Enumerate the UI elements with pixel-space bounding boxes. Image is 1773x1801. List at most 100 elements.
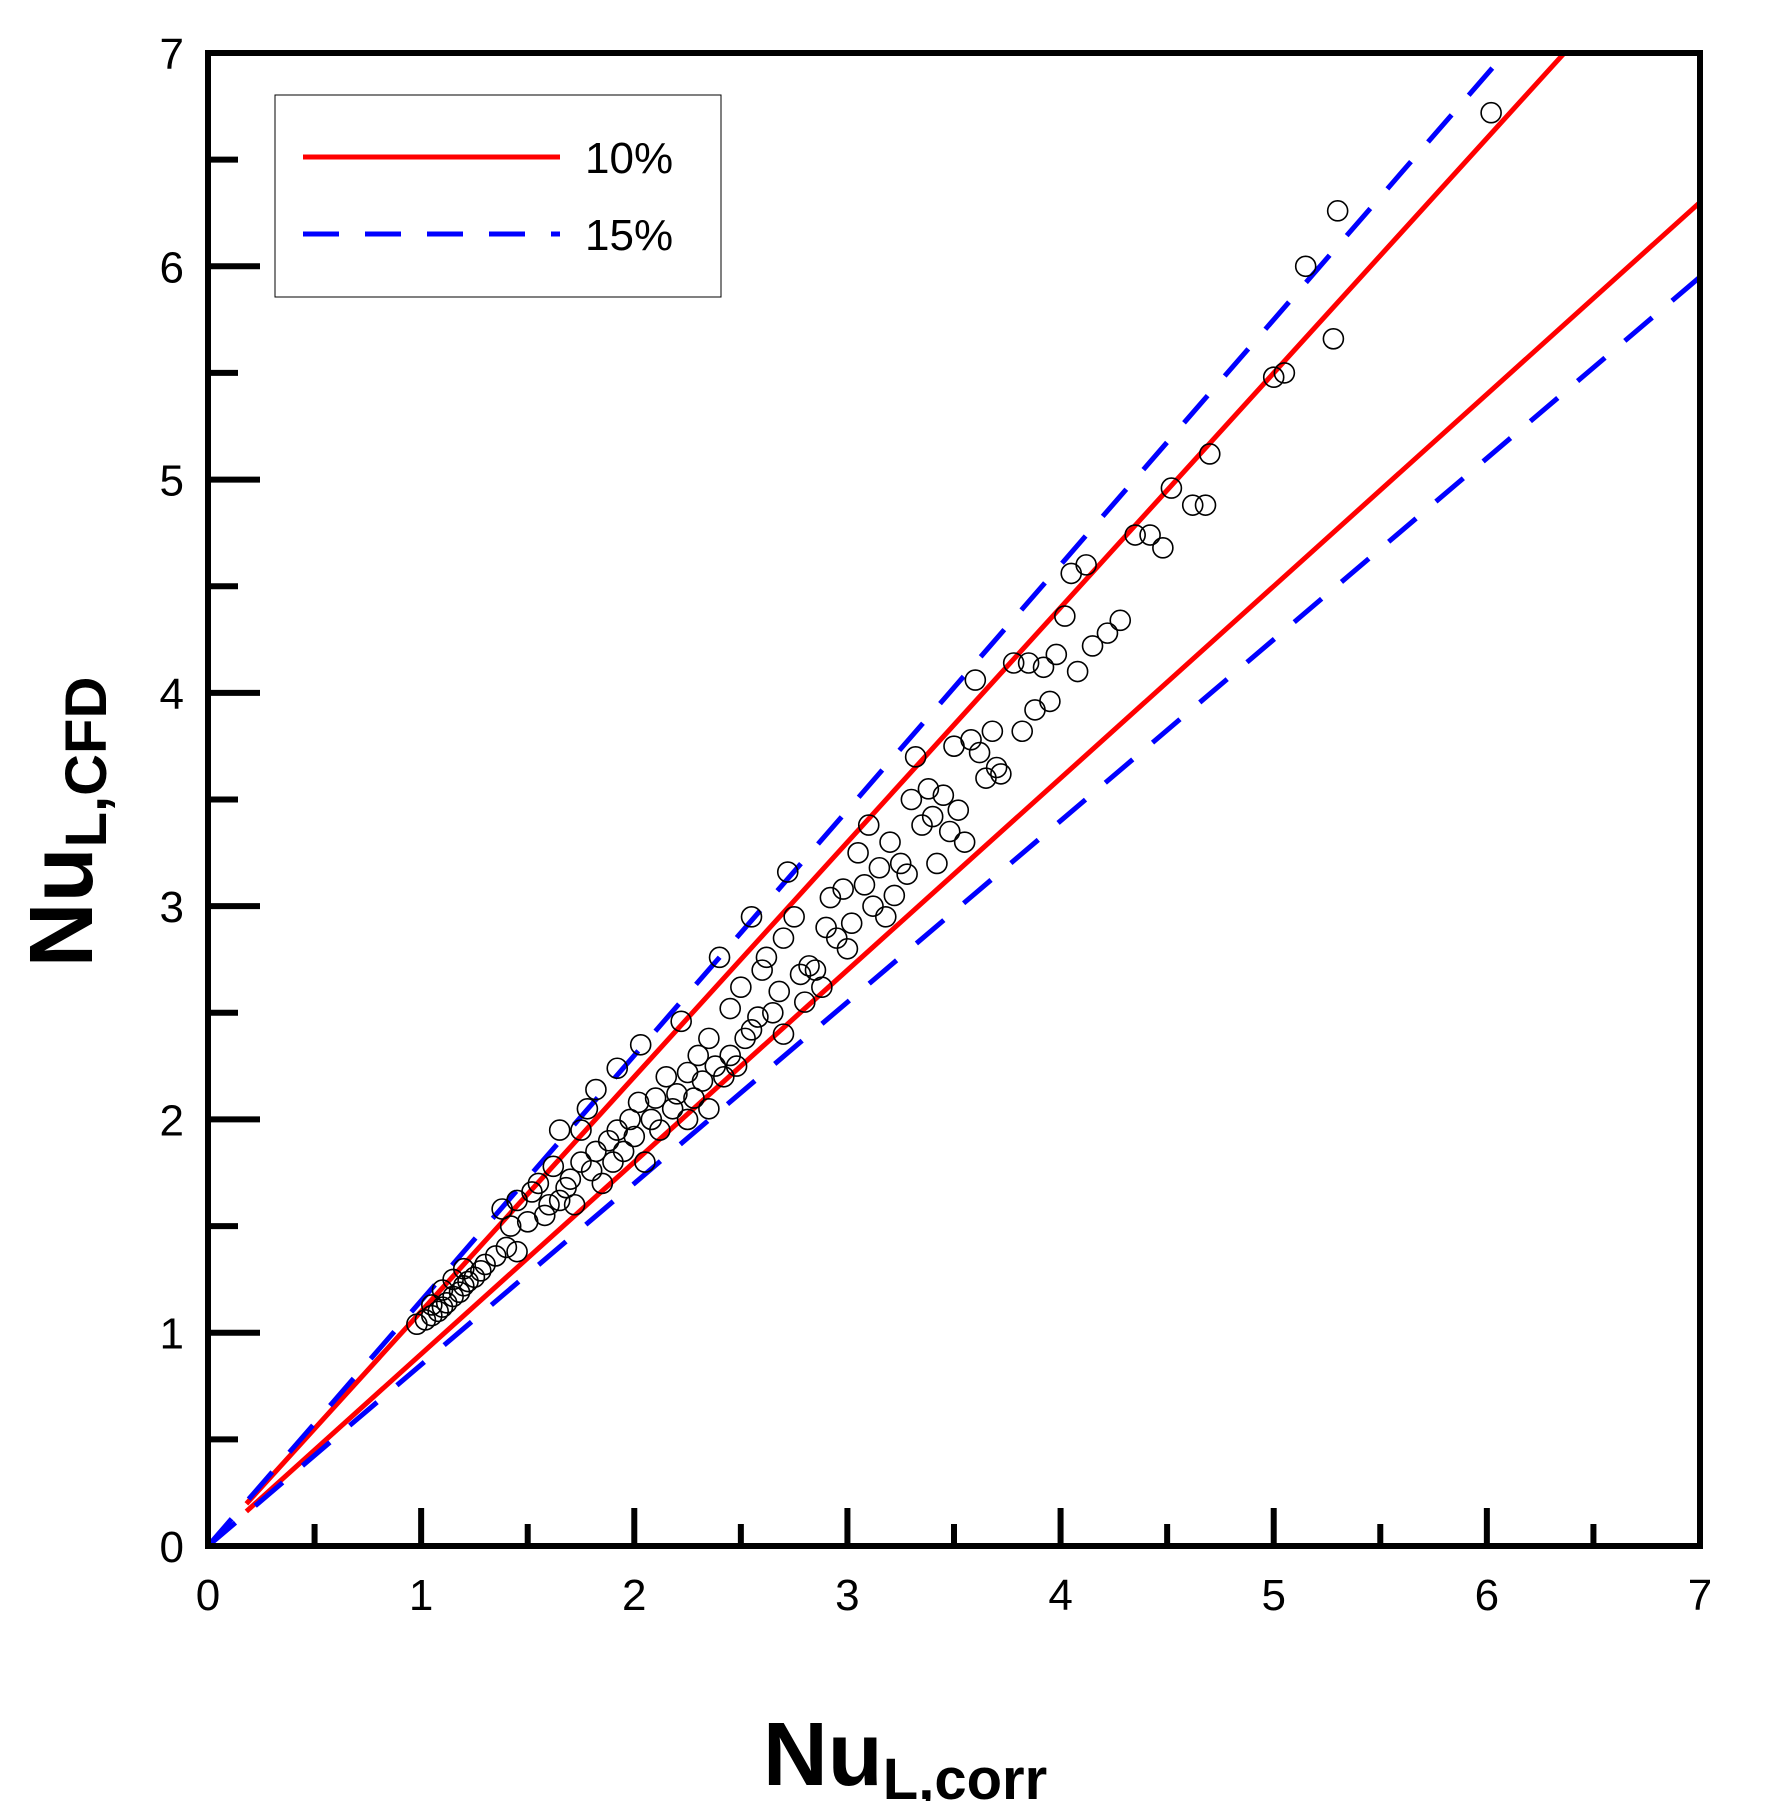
- data-point-79: [768, 980, 791, 1003]
- data-point-106: [904, 746, 927, 768]
- data-point-36: [576, 1097, 599, 1120]
- data-point-82: [776, 861, 799, 883]
- data-point-99: [868, 856, 891, 879]
- axes: [205, 50, 1703, 1549]
- data-point-80: [772, 1023, 795, 1045]
- data-point-140: [1160, 477, 1183, 499]
- data-point-40: [591, 1172, 614, 1195]
- data-point-39: [585, 1078, 607, 1101]
- data-point-60: [683, 1087, 705, 1109]
- band-line-15pct-slope-1.15: [206, 51, 1508, 1548]
- data-point-121: [985, 756, 1008, 779]
- data-point-63: [698, 1027, 720, 1050]
- data-point-109: [921, 805, 944, 828]
- data-point-104: [896, 863, 918, 885]
- data-point-55: [661, 1097, 684, 1120]
- data-point-102: [883, 884, 906, 907]
- data-point-94: [840, 912, 863, 935]
- y-tick-label-6: 6: [160, 243, 184, 292]
- data-point-33: [563, 1193, 586, 1216]
- data-point-122: [990, 763, 1012, 785]
- data-point-61: [687, 1044, 710, 1067]
- data-point-29: [548, 1189, 571, 1212]
- data-point-59: [676, 1108, 699, 1131]
- data-point-100: [874, 906, 897, 928]
- data-point-42: [602, 1151, 624, 1173]
- y-axis-title-sub: L,CFD: [54, 677, 119, 848]
- data-point-5: [435, 1292, 458, 1314]
- data-point-81: [772, 927, 795, 949]
- data-point-126: [1024, 699, 1046, 721]
- data-point-98: [862, 895, 884, 917]
- data-point-44: [606, 1057, 629, 1080]
- data-point-118: [968, 741, 991, 764]
- legend-label-10pct: 10%: [585, 134, 673, 183]
- data-point-129: [1045, 643, 1068, 666]
- data-point-101: [879, 831, 901, 853]
- y-tick-label-5: 5: [160, 457, 184, 506]
- data-point-32: [559, 1168, 582, 1190]
- data-point-135: [1096, 622, 1119, 644]
- data-point-84: [789, 963, 812, 986]
- data-points: [406, 101, 1502, 1335]
- data-point-16: [452, 1257, 475, 1280]
- data-point-138: [1139, 524, 1161, 546]
- data-point-90: [819, 886, 842, 909]
- data-point-57: [670, 1010, 692, 1033]
- data-point-50: [634, 1151, 656, 1173]
- data-point-18: [495, 1236, 518, 1259]
- y-tick-label-0: 0: [160, 1523, 184, 1572]
- data-point-132: [1066, 660, 1089, 683]
- x-tick-label-7: 7: [1688, 1571, 1712, 1620]
- data-point-86: [798, 955, 820, 977]
- data-point-105: [900, 788, 923, 811]
- data-point-120: [981, 720, 1004, 743]
- data-point-46: [619, 1108, 641, 1131]
- data-point-78: [762, 1001, 784, 1024]
- data-point-92: [832, 878, 854, 900]
- data-point-35: [570, 1119, 592, 1141]
- band-line-15pct-slope-0.85: [206, 275, 1702, 1548]
- data-point-3: [427, 1300, 449, 1323]
- data-point-38: [585, 1140, 607, 1163]
- band-line-10pct-slope-0.9: [244, 200, 1702, 1514]
- data-point-30: [548, 1119, 571, 1141]
- data-point-115: [953, 831, 976, 853]
- data-point-74: [740, 1019, 763, 1041]
- data-point-67: [713, 1065, 735, 1088]
- data-point-66: [708, 946, 731, 969]
- data-point-49: [629, 1033, 652, 1056]
- data-point-146: [1294, 255, 1317, 278]
- data-point-11: [470, 1260, 492, 1282]
- x-axis-title: NuL,corr: [763, 1705, 1047, 1801]
- y-axis-title-main: Nu: [12, 847, 112, 967]
- data-point-110: [926, 852, 948, 875]
- data-point-117: [964, 669, 987, 691]
- data-point-45: [612, 1140, 635, 1163]
- data-point-13: [420, 1294, 443, 1316]
- data-point-28: [542, 1155, 565, 1178]
- data-point-139: [1152, 537, 1174, 559]
- y-tick-label-7: 7: [160, 30, 184, 79]
- data-point-131: [1060, 562, 1083, 585]
- data-point-133: [1075, 554, 1097, 576]
- x-tick-label-4: 4: [1048, 1571, 1072, 1620]
- data-point-144: [1262, 366, 1285, 388]
- data-point-145: [1273, 362, 1296, 384]
- legend: 10% 15%: [274, 94, 722, 298]
- data-point-73: [740, 906, 763, 928]
- data-point-116: [960, 728, 982, 751]
- legend-label-15pct: 15%: [585, 211, 673, 260]
- data-point-47: [623, 1125, 646, 1148]
- data-point-141: [1181, 494, 1204, 516]
- data-point-91: [825, 927, 848, 949]
- data-point-26: [533, 1204, 556, 1227]
- data-point-111: [932, 784, 955, 807]
- error-band-lines: [206, 51, 1702, 1548]
- x-axis-title-sub: L,corr: [883, 1747, 1047, 1801]
- data-point-27: [538, 1193, 560, 1216]
- data-point-123: [1002, 652, 1025, 674]
- data-point-64: [698, 1097, 720, 1120]
- y-tick-label-3: 3: [160, 883, 184, 932]
